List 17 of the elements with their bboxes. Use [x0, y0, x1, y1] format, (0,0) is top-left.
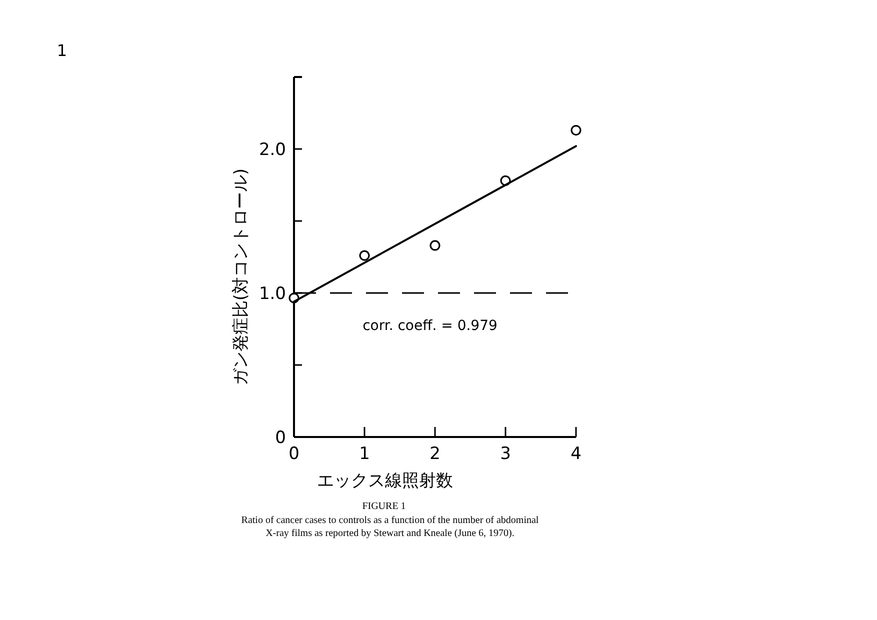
point: [570, 124, 582, 136]
y-tick-label: 0: [275, 428, 286, 448]
point: [430, 240, 440, 251]
x-tick-label: 0: [288, 444, 300, 464]
y-tick-label: 2.0: [258, 140, 286, 160]
x-axis-title: エックス線照射数: [317, 471, 453, 491]
annotation: corr. coeff. = 0.979: [362, 318, 498, 334]
x-tick-label: 4: [570, 444, 582, 464]
x-tick-label: 3: [500, 444, 511, 464]
text: 1: [56, 41, 68, 60]
y-tick-label: 1.0: [258, 284, 286, 304]
point: [359, 250, 370, 261]
x-tick-label: 2: [430, 444, 440, 464]
caption: FIGURE 1: [362, 501, 406, 512]
x-tick-label: 1: [359, 444, 370, 464]
y-axis-title: ガン発症比(対コントロール): [231, 168, 251, 386]
text: Ratio of cancer cases to controls as a function of the number of abdominal X-ray films as reported by Stewart and Kneale (June 6, 1970).: [240, 514, 540, 540]
